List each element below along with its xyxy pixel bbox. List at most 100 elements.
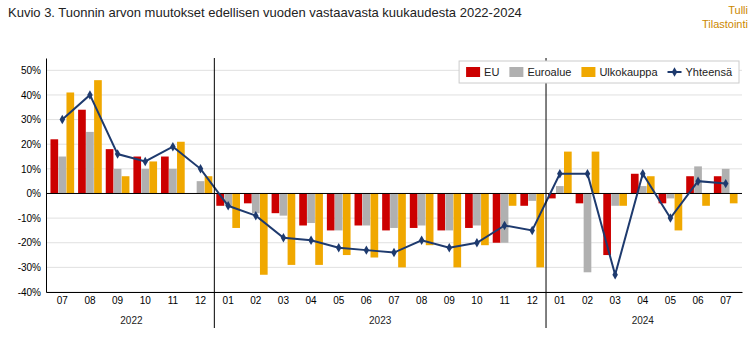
markers: [60, 90, 729, 279]
bar: [371, 193, 379, 257]
bar: [355, 193, 363, 225]
bar: [437, 193, 445, 230]
bar: [702, 193, 710, 205]
x-tick: 01: [554, 292, 566, 306]
marker: [87, 90, 92, 99]
x-tick-label: 06: [692, 295, 704, 306]
legend-swatch: [466, 67, 480, 77]
bar: [453, 193, 461, 267]
grid: [46, 70, 742, 292]
marker: [170, 142, 175, 151]
y-tick-label: 10%: [21, 164, 41, 175]
bar: [619, 193, 627, 205]
x-tick-label: 04: [306, 295, 318, 306]
marker: [281, 233, 286, 242]
line-marks: [60, 90, 729, 279]
x-tick-label: 05: [665, 295, 677, 306]
legend-label: Euroalue: [527, 66, 571, 78]
x-tick: 08: [416, 292, 428, 306]
x-axis-line: [47, 292, 743, 293]
x-tick: 09: [444, 292, 456, 306]
year-label: 2022: [120, 315, 143, 326]
bar: [327, 193, 335, 230]
y-tick: 30%: [21, 114, 46, 125]
x-tick: 05: [333, 292, 345, 306]
y-tick-label: 20%: [21, 139, 41, 150]
bar: [714, 176, 722, 193]
bar: [307, 193, 315, 223]
marker: [695, 176, 700, 185]
bar: [611, 193, 619, 205]
marker: [723, 179, 728, 188]
y-tick-label: -20%: [18, 237, 41, 248]
chart: Kuvio 3. Tuonnin arvon muutokset edellis…: [0, 0, 756, 340]
bar: [299, 193, 307, 225]
marker: [115, 149, 120, 158]
marker: [474, 238, 479, 247]
note-line: Tilastointi: [702, 18, 748, 30]
x-tick: 03: [278, 292, 290, 306]
y-tick: -40%: [18, 287, 46, 298]
x-tick-label: 08: [84, 295, 96, 306]
grid-line: [46, 144, 742, 145]
bar: [410, 193, 418, 227]
legend-swatch: [509, 67, 523, 77]
bar: [169, 169, 177, 194]
grid-line: [46, 267, 742, 268]
bar: [66, 92, 74, 193]
grid-line: [46, 94, 742, 95]
bar: [363, 193, 371, 225]
bar: [493, 193, 501, 242]
marker: [502, 221, 507, 230]
year-label: 2024: [632, 315, 655, 326]
y-tick: 0%: [27, 188, 46, 199]
bar: [58, 157, 66, 194]
marker: [253, 211, 258, 220]
x-tick: 03: [610, 292, 622, 306]
bar: [564, 152, 572, 194]
grid-line: [46, 242, 742, 243]
bar: [556, 186, 564, 193]
legend-item: Euroalue: [509, 66, 571, 78]
x-tick-label: 06: [361, 295, 373, 306]
x-tick: 07: [57, 292, 69, 306]
x-tick-label: 03: [278, 295, 290, 306]
bar: [667, 193, 675, 198]
bar-series: [50, 110, 721, 255]
y-tick: 20%: [21, 139, 46, 150]
legend-item: Ulkokauppa: [581, 66, 658, 78]
y-tick: -30%: [18, 262, 46, 273]
bar: [114, 169, 122, 194]
y-tick-label: 30%: [21, 114, 41, 125]
x-tick: 12: [527, 292, 539, 306]
year-separator: [546, 58, 547, 328]
x-tick-label: 08: [416, 295, 428, 306]
marks: [50, 80, 737, 275]
x-tick-label: 07: [388, 295, 400, 306]
bar: [418, 193, 426, 225]
bar: [315, 193, 323, 264]
y-tick: 50%: [21, 65, 46, 76]
x-tick-label: 09: [112, 295, 124, 306]
y-tick: -20%: [18, 237, 46, 248]
bar: [50, 139, 58, 193]
x-tick-label: 05: [333, 295, 345, 306]
x-tick: 02: [582, 292, 594, 306]
legend-frame: [459, 61, 739, 83]
x-tick: 02: [250, 292, 262, 306]
legend-item: EU: [466, 66, 499, 78]
bar: [584, 193, 592, 272]
bar: [252, 193, 260, 213]
bar: [528, 193, 536, 200]
bar: [232, 193, 240, 227]
bar: [592, 152, 600, 194]
bar: [694, 166, 702, 193]
x-tick: 06: [692, 292, 704, 306]
x-tick-label: 04: [637, 295, 649, 306]
bar: [426, 193, 434, 245]
bar: [141, 169, 149, 194]
x-tick-label: 02: [582, 295, 594, 306]
bar: [730, 193, 738, 203]
title: Kuvio 3. Tuonnin arvon muutokset edellis…: [8, 5, 522, 20]
x-tick-label: 01: [223, 295, 235, 306]
